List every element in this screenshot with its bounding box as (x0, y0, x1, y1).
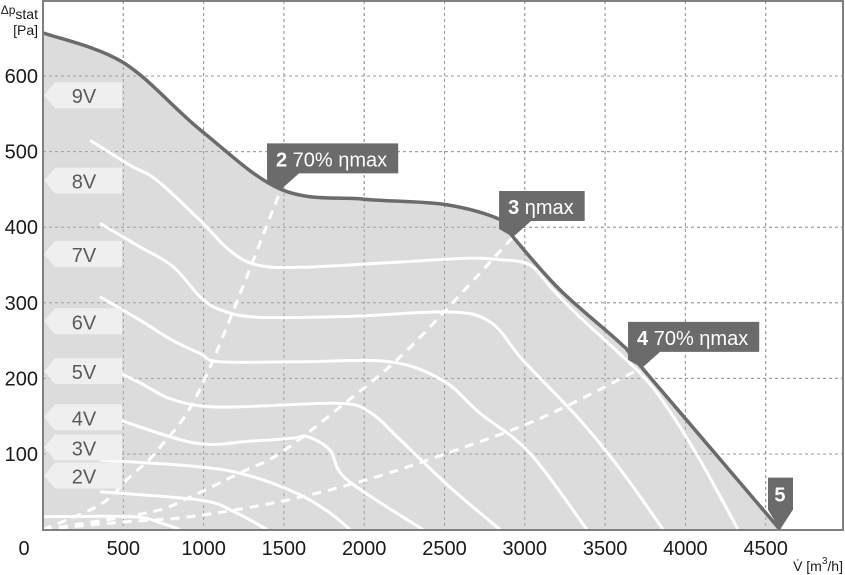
svg-text:4V: 4V (72, 408, 97, 430)
x-tick-label: 500 (107, 538, 140, 560)
speed-label-3V: 3V (44, 434, 122, 461)
efficiency-line-4 (42, 366, 643, 532)
y-axis-unit: [Pa] (13, 22, 38, 38)
svg-text:7V: 7V (72, 245, 97, 267)
efficiency-line-3 (42, 235, 515, 532)
svg-text:3V: 3V (72, 439, 97, 461)
plot-frame (42, 0, 844, 531)
speed-curve-6V (99, 361, 502, 531)
callout-2: 2 70% ηmax (267, 143, 399, 190)
y-tick-label: 200 (5, 368, 38, 390)
svg-text:5: 5 (774, 485, 785, 507)
x-tick-label: 2500 (422, 538, 467, 560)
callout-5: 5 (767, 477, 793, 530)
svg-text:2 70% ηmax: 2 70% ηmax (276, 149, 387, 171)
operating-area-fill (43, 32, 780, 530)
speed-label-2V: 2V (44, 462, 122, 489)
x-tick-label: 1500 (262, 538, 307, 560)
svg-text:8V: 8V (72, 172, 97, 194)
max-pressure-envelope (42, 31, 782, 531)
y-tick-label: 300 (5, 293, 38, 315)
speed-label-5V: 5V (44, 358, 122, 385)
speed-curve-9V (89, 139, 740, 531)
y-tick-label: 400 (5, 217, 38, 239)
x-tick-label: 4500 (743, 538, 788, 560)
y-tick-label: 500 (5, 142, 38, 164)
x-tick-label: 4000 (663, 538, 708, 560)
svg-text:2V: 2V (72, 467, 97, 489)
speed-label-8V: 8V (44, 167, 122, 194)
efficiency-lines (42, 188, 643, 532)
speed-curve-3V (99, 490, 268, 531)
speed-curve-4V (99, 458, 352, 531)
speed-curves (42, 139, 740, 532)
y-tick-label: 100 (5, 444, 38, 466)
speed-labels: 9V 8V 7V 6V 5V 4V 3V 2V (44, 82, 122, 489)
y-axis-title: Δpstat (1, 3, 38, 22)
x-tick-label: 3000 (503, 538, 548, 560)
svg-text:5V: 5V (72, 362, 97, 384)
speed-curve-8V (99, 222, 665, 531)
x-tick-label: 2000 (342, 538, 387, 560)
x-tick-label: 1000 (181, 538, 226, 560)
tick-labels: 0 500 1000 1500 2000 2500 3000 3500 4000 4500 100 2… (5, 66, 788, 560)
callouts: 2 70% ηmax 3 ηmax 4 70% ηmax 5 (267, 143, 793, 530)
callout-4: 4 70% ηmax (628, 321, 760, 368)
x-axis-title: V̇ [m3/h] (793, 556, 843, 574)
speed-label-6V: 6V (44, 308, 122, 335)
speed-label-4V: 4V (44, 404, 122, 431)
svg-text:6V: 6V (72, 312, 97, 334)
callout-3: 3 ηmax (499, 191, 585, 238)
speed-label-7V: 7V (44, 241, 122, 267)
svg-text:3 ηmax: 3 ηmax (508, 197, 574, 219)
svg-text:4 70% ηmax: 4 70% ηmax (637, 328, 748, 350)
speed-curve-7V (99, 295, 589, 531)
x-tick-label: 3500 (583, 538, 628, 560)
speed-label-9V: 9V (44, 82, 122, 109)
efficiency-line-2 (42, 188, 283, 531)
y-tick-label: 600 (5, 66, 38, 88)
svg-text:9V: 9V (72, 86, 97, 108)
x-tick-label: 0 (18, 538, 29, 560)
